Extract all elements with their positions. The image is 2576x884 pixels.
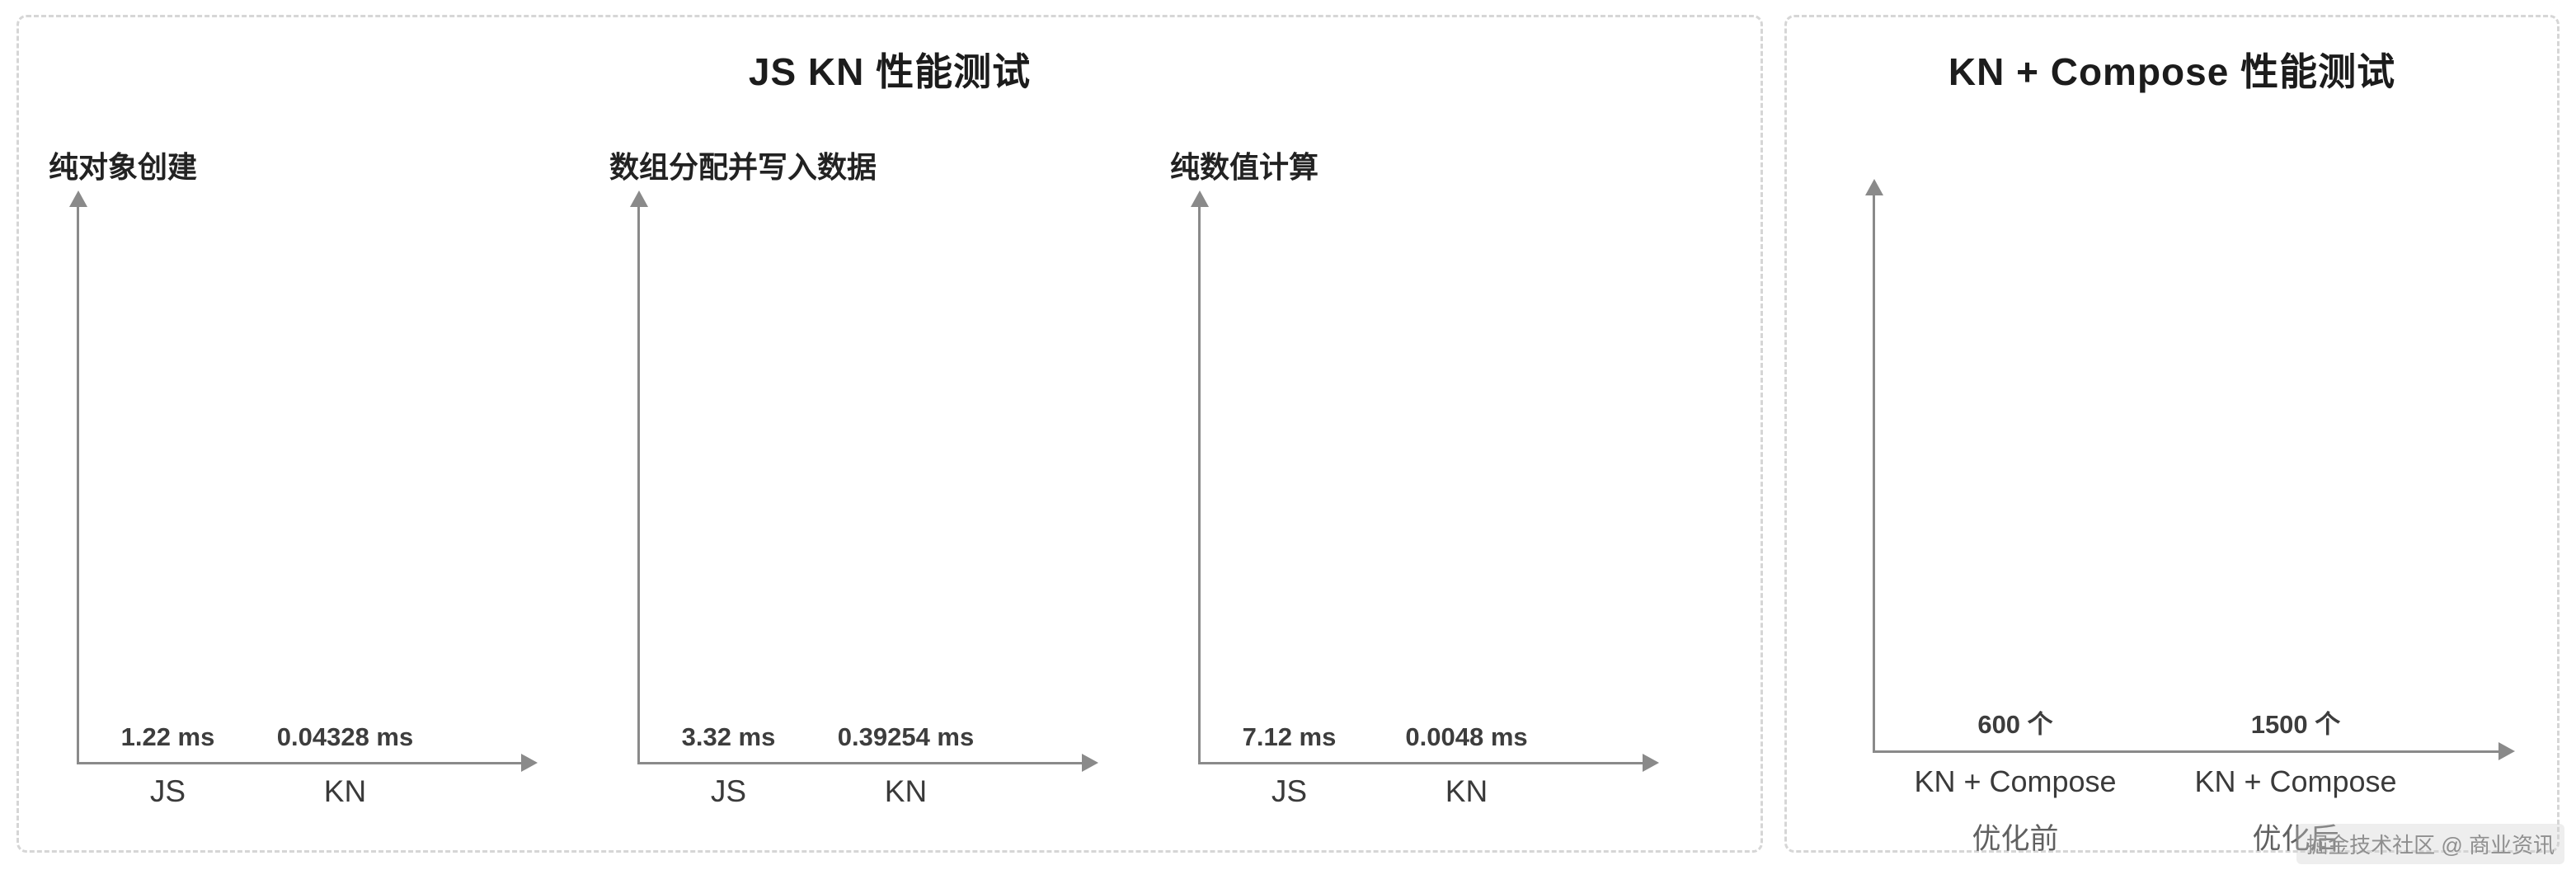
y-axis-arrow-icon xyxy=(69,190,87,207)
charts-row: 纯对象创建 1.22 ms 0.04328 ms xyxy=(19,151,1760,809)
chart-title: 纯数值计算 xyxy=(1170,150,1319,184)
bar-group-js: 7.12 ms xyxy=(1243,722,1337,762)
bar-value-label: 0.39254 ms xyxy=(837,722,975,751)
bar-group-before-optimization: 600 个 xyxy=(1968,703,2062,750)
plot-area: 3.32 ms 0.39254 ms xyxy=(630,190,1098,772)
x-label-line1: KN + Compose xyxy=(1914,764,2117,798)
bar-value-label: 0.04328 ms xyxy=(276,722,414,751)
x-axis-arrow-icon xyxy=(1082,753,1098,772)
x-axis-line xyxy=(1198,753,1659,772)
x-axis-line xyxy=(77,753,538,772)
bar-group-after-optimization: 1500 个 xyxy=(2249,703,2343,750)
watermark: 掘金技术社区 @ 商业资讯 xyxy=(2296,824,2564,864)
x-label-line1: KN + Compose xyxy=(2194,764,2397,798)
bar-group-kn: 0.0048 ms xyxy=(1405,722,1527,762)
kn-compose-panel: KN + Compose 性能测试 600 个 1500 个 xyxy=(1784,15,2560,855)
x-label-kn: KN xyxy=(1445,774,1488,808)
left-panel-title: JS KN 性能测试 xyxy=(748,50,1032,93)
bar-group-js: 1.22 ms xyxy=(121,722,215,762)
bar-value-label: 7.12 ms xyxy=(1242,722,1337,751)
x-axis-line xyxy=(637,753,1098,772)
x-label-after-optimization: KN + Compose 优化后 xyxy=(2172,764,2419,858)
chart-title: 数组分配并写入数据 xyxy=(609,150,877,184)
x-label-line2: 优化前 xyxy=(1972,823,2059,855)
bars-container: 7.12 ms 0.0048 ms xyxy=(1201,234,1555,762)
chart-title: 纯对象创建 xyxy=(49,150,198,184)
bar-group-kn: 0.39254 ms xyxy=(838,722,974,762)
right-panel-title: KN + Compose 性能测试 xyxy=(1948,50,2396,93)
x-axis-labels: JS KN xyxy=(640,774,994,809)
x-axis-arrow-icon xyxy=(1643,753,1659,772)
bar-value-label: 600 个 xyxy=(1977,710,2053,739)
bar-value-label: 1500 个 xyxy=(2250,710,2341,739)
chart-pure-object-creation: 纯对象创建 1.22 ms 0.04328 ms xyxy=(49,150,538,809)
bar-group-js: 3.32 ms xyxy=(682,722,776,762)
x-label-js: JS xyxy=(1271,774,1308,808)
y-axis-arrow-icon xyxy=(630,190,648,207)
y-axis-arrow-icon xyxy=(1865,179,1883,195)
x-axis-labels: JS KN xyxy=(1201,774,1555,809)
plot-area: 7.12 ms 0.0048 ms xyxy=(1191,190,1659,772)
x-label-js: JS xyxy=(710,774,747,808)
x-axis-line xyxy=(1873,742,2515,760)
y-axis-line xyxy=(1191,190,1209,764)
plot-area: 1.22 ms 0.04328 ms xyxy=(69,190,538,772)
x-axis-arrow-icon xyxy=(2498,742,2515,760)
bar-group-kn: 0.04328 ms xyxy=(277,722,413,762)
bars-container: 600 个 1500 个 xyxy=(1875,223,2436,750)
y-axis-line xyxy=(69,190,87,764)
bar-value-label: 3.32 ms xyxy=(681,722,776,751)
bars-container: 1.22 ms 0.04328 ms xyxy=(79,234,434,762)
chart-pure-numeric-calc: 纯数值计算 7.12 ms 0.0048 ms xyxy=(1170,150,1659,809)
bar-value-label: 1.22 ms xyxy=(120,722,215,751)
x-label-kn: KN xyxy=(323,774,367,808)
y-axis-line xyxy=(1865,179,1883,753)
x-axis-labels: KN + Compose 优化前 KN + Compose 优化后 xyxy=(1875,764,2436,858)
plot-area: 600 个 1500 个 xyxy=(1865,179,2515,760)
x-axis-arrow-icon xyxy=(521,753,538,772)
bar-value-label: 0.0048 ms xyxy=(1405,722,1528,751)
chart-array-alloc-write: 数组分配并写入数据 3.32 ms 0.39254 ms xyxy=(609,150,1098,809)
y-axis-line xyxy=(630,190,648,764)
js-kn-panel: JS KN 性能测试 纯对象创建 1.22 ms xyxy=(16,15,1763,853)
x-label-kn: KN xyxy=(884,774,928,808)
x-label-before-optimization: KN + Compose 优化前 xyxy=(1892,764,2139,858)
y-axis-arrow-icon xyxy=(1191,190,1209,207)
x-label-line2: 优化后 xyxy=(2252,823,2339,855)
x-axis-labels: JS KN xyxy=(79,774,434,809)
x-label-js: JS xyxy=(149,774,186,808)
bars-container: 3.32 ms 0.39254 ms xyxy=(640,234,994,762)
